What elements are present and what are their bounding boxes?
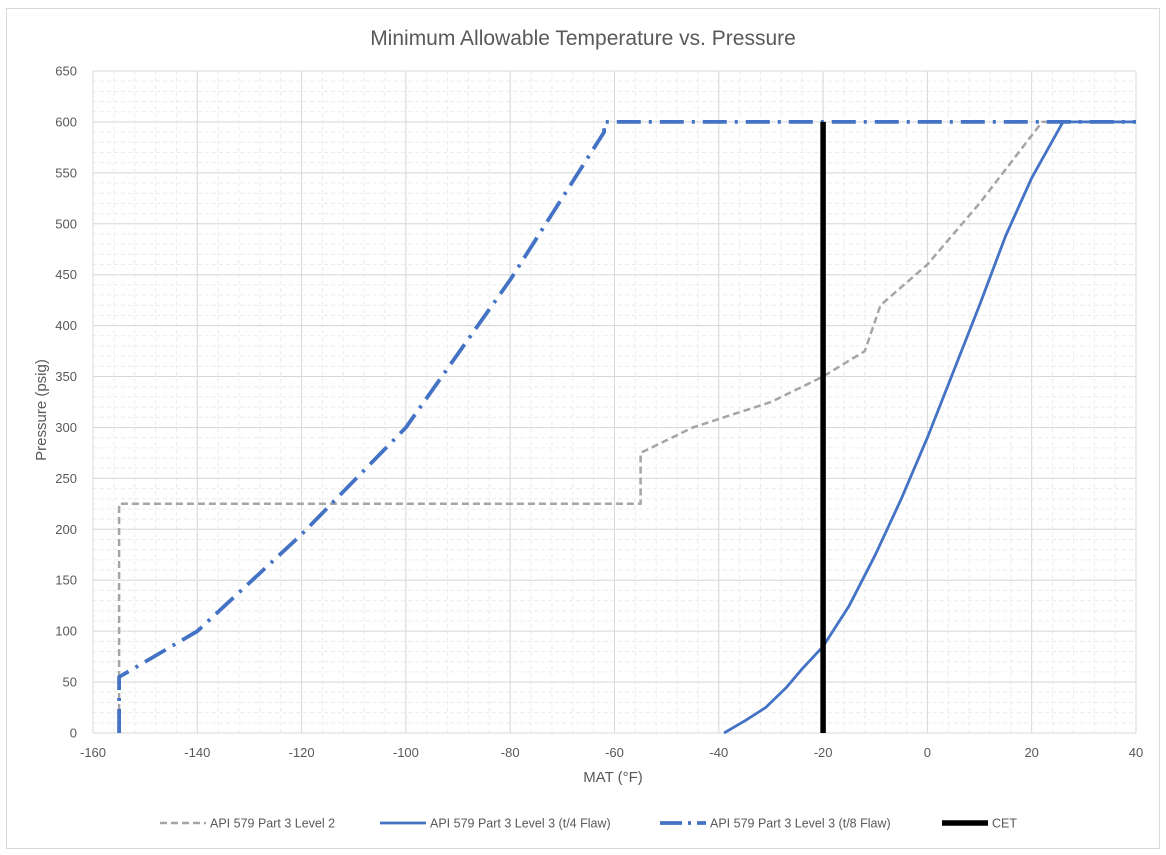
chart-title: Minimum Allowable Temperature vs. Pressu… <box>370 27 796 50</box>
series-layer <box>117 120 1136 735</box>
x-tick-label: 20 <box>1024 745 1038 760</box>
legend-label-3: API 579 Part 3 Level 3 (t/8 Flaw) <box>710 817 891 831</box>
y-axis-label: Pressure (psig) <box>33 359 50 461</box>
series-line-3 <box>117 120 1136 733</box>
y-tick-label: 550 <box>55 165 77 180</box>
y-tick-label: 50 <box>63 675 77 690</box>
y-tick-label: 250 <box>55 471 77 486</box>
legend: API 579 Part 3 Level 2 API 579 Part 3 Lev… <box>160 817 1017 831</box>
x-tick-label: -40 <box>709 745 728 760</box>
x-tick-label: -20 <box>814 745 833 760</box>
y-tick-label: 350 <box>55 369 77 384</box>
y-tick-label: 300 <box>55 420 77 435</box>
legend-label-1: API 579 Part 3 Level 2 <box>210 817 335 831</box>
x-tick-label: -160 <box>80 745 106 760</box>
x-tick-label: 0 <box>924 745 931 760</box>
y-tick-label: 650 <box>55 64 77 79</box>
x-tick-label: -140 <box>184 745 210 760</box>
x-tick-label: -120 <box>289 745 315 760</box>
y-tick-labels: 0 50 100 150 200 250 300 350 400 450 500 550 600 650 <box>55 64 77 741</box>
y-tick-label: 150 <box>55 573 77 588</box>
y-tick-label: 400 <box>55 318 77 333</box>
y-tick-label: 100 <box>55 624 77 639</box>
x-tick-labels: -160 -140 -120 -100 -80 -60 -40 -20 0 20 40 <box>80 745 1143 760</box>
x-tick-label: 40 <box>1129 745 1143 760</box>
y-tick-label: 200 <box>55 522 77 537</box>
legend-label-4: CET <box>992 817 1017 831</box>
series-line-1 <box>117 120 1136 733</box>
major-gridlines <box>92 70 1137 734</box>
x-axis-label: MAT (°F) <box>583 769 643 786</box>
y-tick-label: 600 <box>55 114 77 129</box>
x-tick-label: -100 <box>393 745 419 760</box>
chart-frame <box>6 8 1160 849</box>
series-line-2 <box>723 120 1136 735</box>
legend-label-2: API 579 Part 3 Level 3 (t/4 Flaw) <box>430 817 611 831</box>
y-tick-label: 450 <box>55 267 77 282</box>
y-tick-label: 0 <box>70 726 77 741</box>
x-tick-label: -80 <box>501 745 520 760</box>
y-tick-label: 500 <box>55 216 77 231</box>
x-tick-label: -60 <box>605 745 624 760</box>
